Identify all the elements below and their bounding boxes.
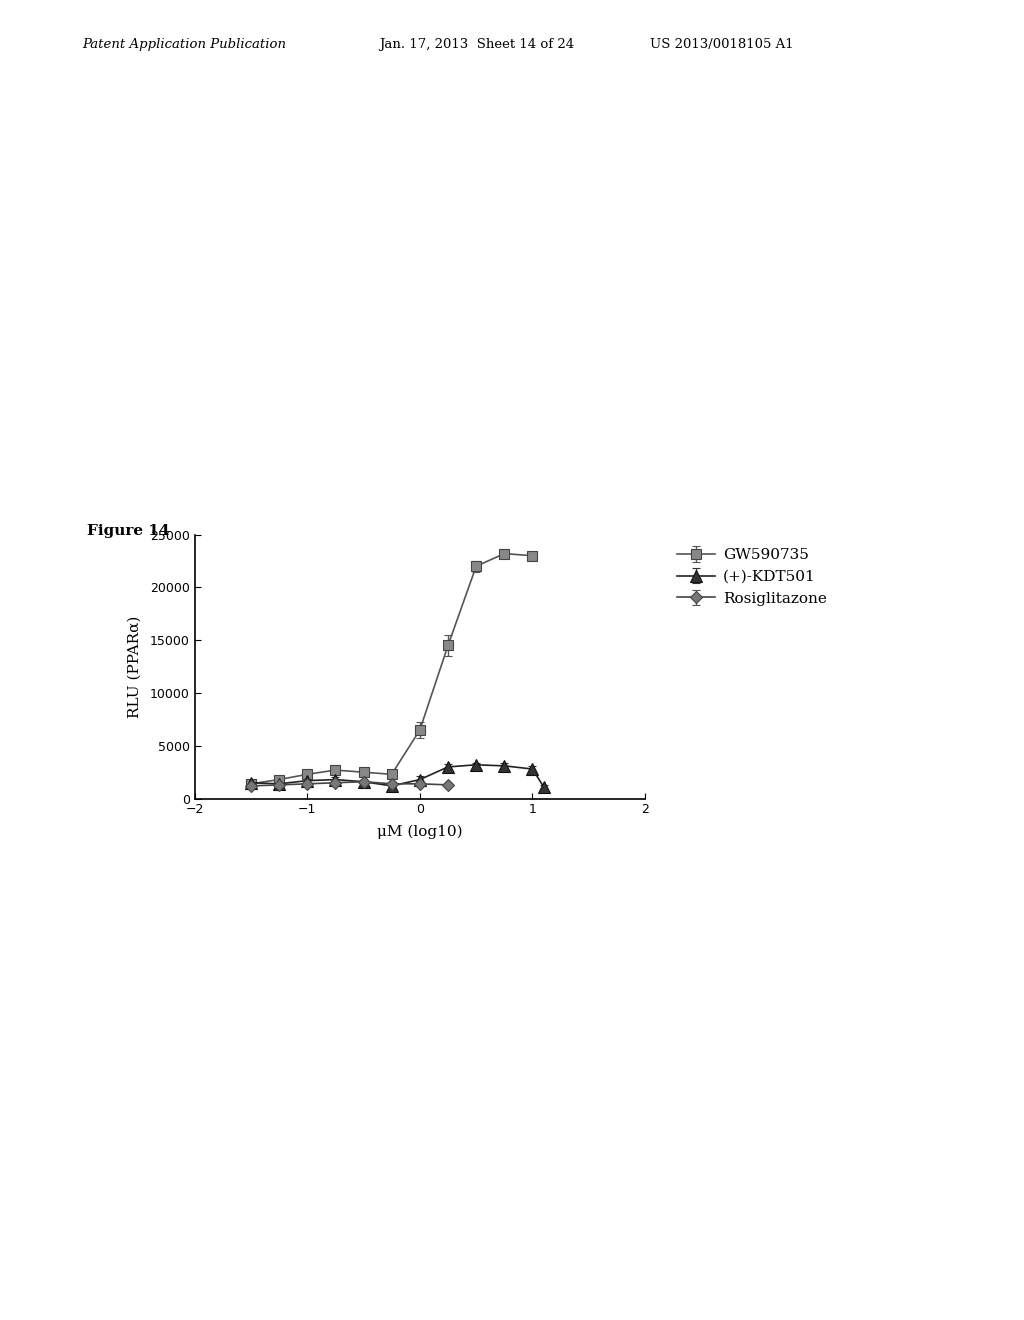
Text: Jan. 17, 2013  Sheet 14 of 24: Jan. 17, 2013 Sheet 14 of 24 (379, 37, 574, 50)
Text: Patent Application Publication: Patent Application Publication (82, 37, 286, 50)
Text: Figure 14: Figure 14 (87, 524, 170, 537)
Y-axis label: RLU (PPARα): RLU (PPARα) (128, 615, 141, 718)
X-axis label: μM (log10): μM (log10) (377, 825, 463, 840)
Text: US 2013/0018105 A1: US 2013/0018105 A1 (650, 37, 794, 50)
Legend: GW590735, (+)-KDT501, Rosiglitazone: GW590735, (+)-KDT501, Rosiglitazone (671, 543, 833, 611)
